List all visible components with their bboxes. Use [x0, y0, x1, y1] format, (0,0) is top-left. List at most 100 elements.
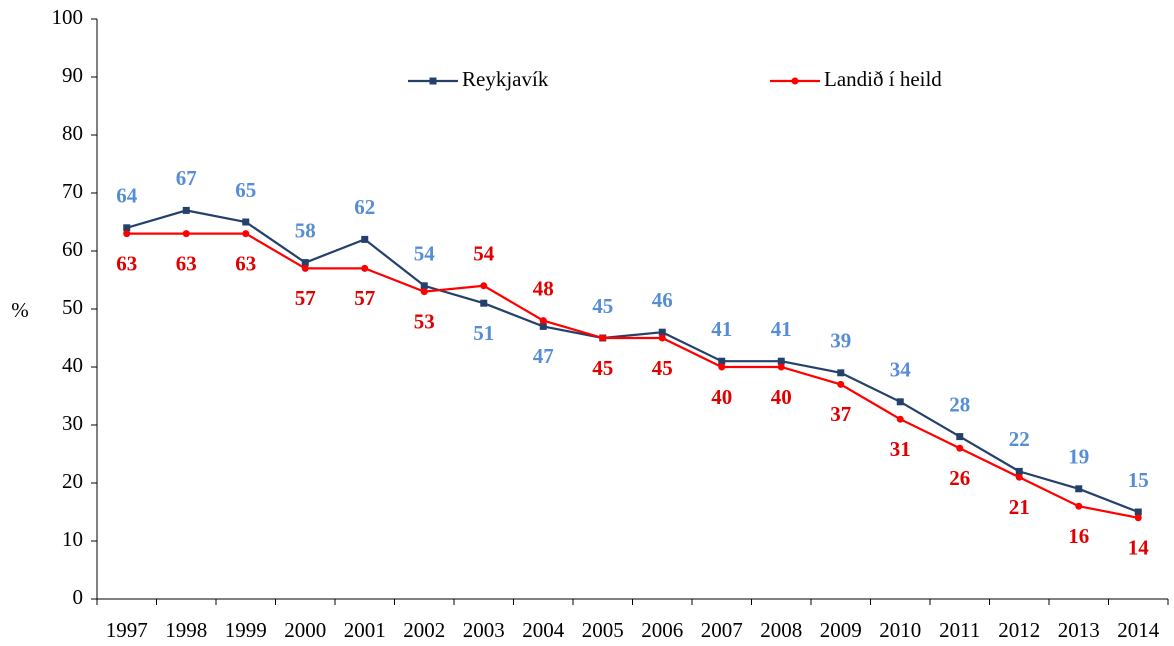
marker — [658, 328, 666, 336]
legend-marker — [429, 77, 437, 85]
y-tick-label: 0 — [73, 585, 84, 609]
y-tick-label: 50 — [62, 295, 83, 319]
x-tick-label: 2000 — [284, 618, 326, 642]
data-label: 21 — [1009, 495, 1030, 519]
data-label: 57 — [354, 286, 375, 310]
data-label: 15 — [1128, 468, 1149, 492]
data-label: 45 — [652, 356, 673, 380]
x-tick-label: 2012 — [998, 618, 1040, 642]
marker — [658, 334, 666, 342]
marker — [599, 334, 607, 342]
data-label: 54 — [473, 242, 495, 266]
marker — [896, 415, 904, 423]
marker — [242, 230, 250, 238]
marker — [242, 218, 250, 226]
y-tick-label: 20 — [62, 469, 83, 493]
x-tick-label: 1998 — [165, 618, 207, 642]
data-label: 54 — [414, 242, 436, 266]
series-line — [126, 232, 1139, 519]
y-tick-label: 80 — [62, 121, 83, 145]
x-tick-label: 2002 — [403, 618, 445, 642]
marker — [182, 206, 190, 214]
x-tick-label: 2014 — [1117, 618, 1160, 642]
x-tick-label: 2005 — [582, 618, 624, 642]
x-tick-label: 2009 — [820, 618, 862, 642]
y-tick-label: 30 — [62, 411, 83, 435]
data-label: 34 — [890, 358, 912, 382]
marker — [777, 363, 785, 371]
y-tick-label: 90 — [62, 63, 83, 87]
marker — [1075, 502, 1083, 510]
data-label: 41 — [771, 317, 792, 341]
marker — [420, 288, 428, 296]
x-tick-label: 2008 — [760, 618, 802, 642]
data-label: 14 — [1128, 536, 1150, 560]
data-label: 37 — [830, 402, 851, 426]
data-label: 19 — [1068, 445, 1089, 469]
marker — [1015, 467, 1023, 475]
x-tick-label: 1997 — [106, 618, 148, 642]
legend-label: Reykjavík — [462, 67, 549, 91]
marker — [480, 299, 488, 307]
x-tick-label: 2001 — [344, 618, 386, 642]
x-tick-label: 2007 — [701, 618, 743, 642]
x-tick-label: 2010 — [879, 618, 921, 642]
marker — [1134, 508, 1142, 516]
data-label: 48 — [533, 276, 554, 300]
series-line — [126, 209, 1139, 514]
data-label: 63 — [176, 251, 197, 275]
data-label: 51 — [473, 321, 494, 345]
x-tick-label: 1999 — [225, 618, 267, 642]
data-label: 63 — [235, 251, 256, 275]
x-tick-label: 2013 — [1058, 618, 1100, 642]
data-label: 62 — [354, 195, 375, 219]
marker — [956, 433, 964, 441]
data-label: 22 — [1009, 427, 1030, 451]
marker — [361, 264, 369, 272]
y-tick-label: 40 — [62, 353, 83, 377]
data-label: 57 — [295, 286, 316, 310]
data-label: 53 — [414, 309, 435, 333]
marker — [1134, 514, 1142, 522]
marker — [1015, 473, 1023, 481]
data-label: 65 — [235, 178, 256, 202]
x-tick-label: 2011 — [939, 618, 980, 642]
data-label: 64 — [116, 184, 138, 208]
x-tick-label: 2003 — [463, 618, 505, 642]
data-label: 39 — [830, 329, 851, 353]
marker — [480, 282, 488, 290]
marker — [301, 259, 309, 267]
marker — [123, 230, 131, 238]
marker — [301, 264, 309, 272]
data-label: 40 — [711, 385, 732, 409]
marker — [420, 282, 428, 290]
data-label: 41 — [711, 317, 732, 341]
marker — [718, 357, 726, 365]
y-tick-label: 100 — [52, 5, 84, 29]
marker — [1075, 485, 1083, 493]
data-label: 47 — [533, 344, 554, 368]
marker — [182, 230, 190, 238]
data-label: 26 — [949, 466, 970, 490]
data-label: 63 — [116, 251, 137, 275]
marker — [896, 398, 904, 406]
marker — [777, 357, 785, 365]
y-tick-label: 10 — [62, 527, 83, 551]
data-label: 40 — [771, 385, 792, 409]
data-label: 45 — [592, 294, 613, 318]
y-tick-label: 70 — [62, 179, 83, 203]
data-label: 46 — [652, 288, 673, 312]
marker — [123, 224, 131, 232]
marker — [361, 235, 369, 243]
x-tick-label: 2004 — [522, 618, 565, 642]
data-label: 16 — [1068, 524, 1089, 548]
x-tick-label: 2006 — [641, 618, 683, 642]
data-label: 28 — [949, 392, 970, 416]
y-axis-label: % — [11, 298, 29, 322]
marker — [956, 444, 964, 452]
data-label: 58 — [295, 218, 316, 242]
data-label: 31 — [890, 437, 911, 461]
marker — [718, 363, 726, 371]
marker — [539, 317, 547, 325]
